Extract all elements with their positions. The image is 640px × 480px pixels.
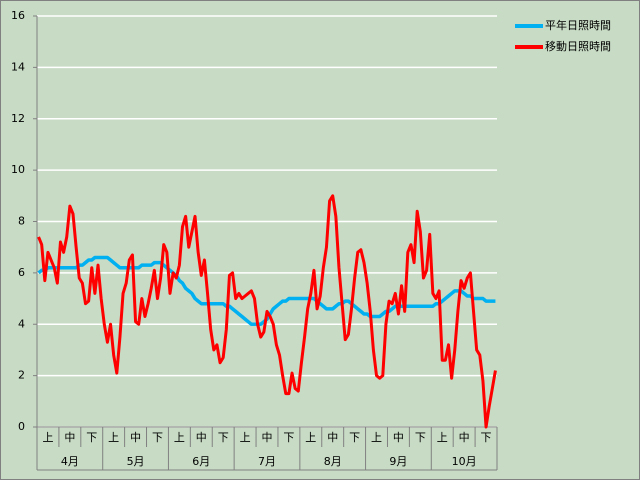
x-tick-label: 上 <box>305 431 316 444</box>
x-tick-label: 下 <box>415 431 426 444</box>
x-tick-label: 下 <box>86 431 97 444</box>
x-tick-label: 下 <box>152 431 163 444</box>
x-group-label: 7月 <box>258 455 276 468</box>
x-tick-label: 下 <box>283 431 294 444</box>
x-tick-label: 下 <box>481 431 492 444</box>
legend-label: 移動日照時間 <box>545 39 611 53</box>
series-line <box>37 194 497 429</box>
y-tick-label: 6 <box>18 266 25 279</box>
x-tick-label: 中 <box>393 431 404 444</box>
x-tick-label: 中 <box>196 431 207 444</box>
y-tick-label: 2 <box>18 369 25 382</box>
x-tick-label: 上 <box>42 431 53 444</box>
x-tick-label: 中 <box>130 431 141 444</box>
x-tick-label: 下 <box>349 431 360 444</box>
x-tick-label: 下 <box>218 431 229 444</box>
x-tick-label: 中 <box>262 431 273 444</box>
y-tick-label: 12 <box>11 112 25 125</box>
y-tick-label: 14 <box>11 60 25 73</box>
x-group-label: 5月 <box>127 455 145 468</box>
x-tick-label: 上 <box>371 431 382 444</box>
x-group-label: 4月 <box>61 455 79 468</box>
x-group-label: 6月 <box>192 455 210 468</box>
legend-label: 平年日照時間 <box>545 18 611 32</box>
y-tick-label: 0 <box>18 420 25 433</box>
x-tick-label: 上 <box>174 431 185 444</box>
y-tick-label: 10 <box>11 163 25 176</box>
x-tick-label: 上 <box>437 431 448 444</box>
y-tick-label: 16 <box>11 9 25 22</box>
x-group-label: 9月 <box>389 455 407 468</box>
x-group-label: 8月 <box>324 455 342 468</box>
x-group-label: 10月 <box>452 455 477 468</box>
x-tick-label: 上 <box>108 431 119 444</box>
x-tick-label: 上 <box>240 431 251 444</box>
x-tick-label: 中 <box>459 431 470 444</box>
y-tick-label: 4 <box>18 317 25 330</box>
x-tick-label: 中 <box>327 431 338 444</box>
y-tick-label: 8 <box>18 215 25 228</box>
x-tick-label: 中 <box>64 431 75 444</box>
